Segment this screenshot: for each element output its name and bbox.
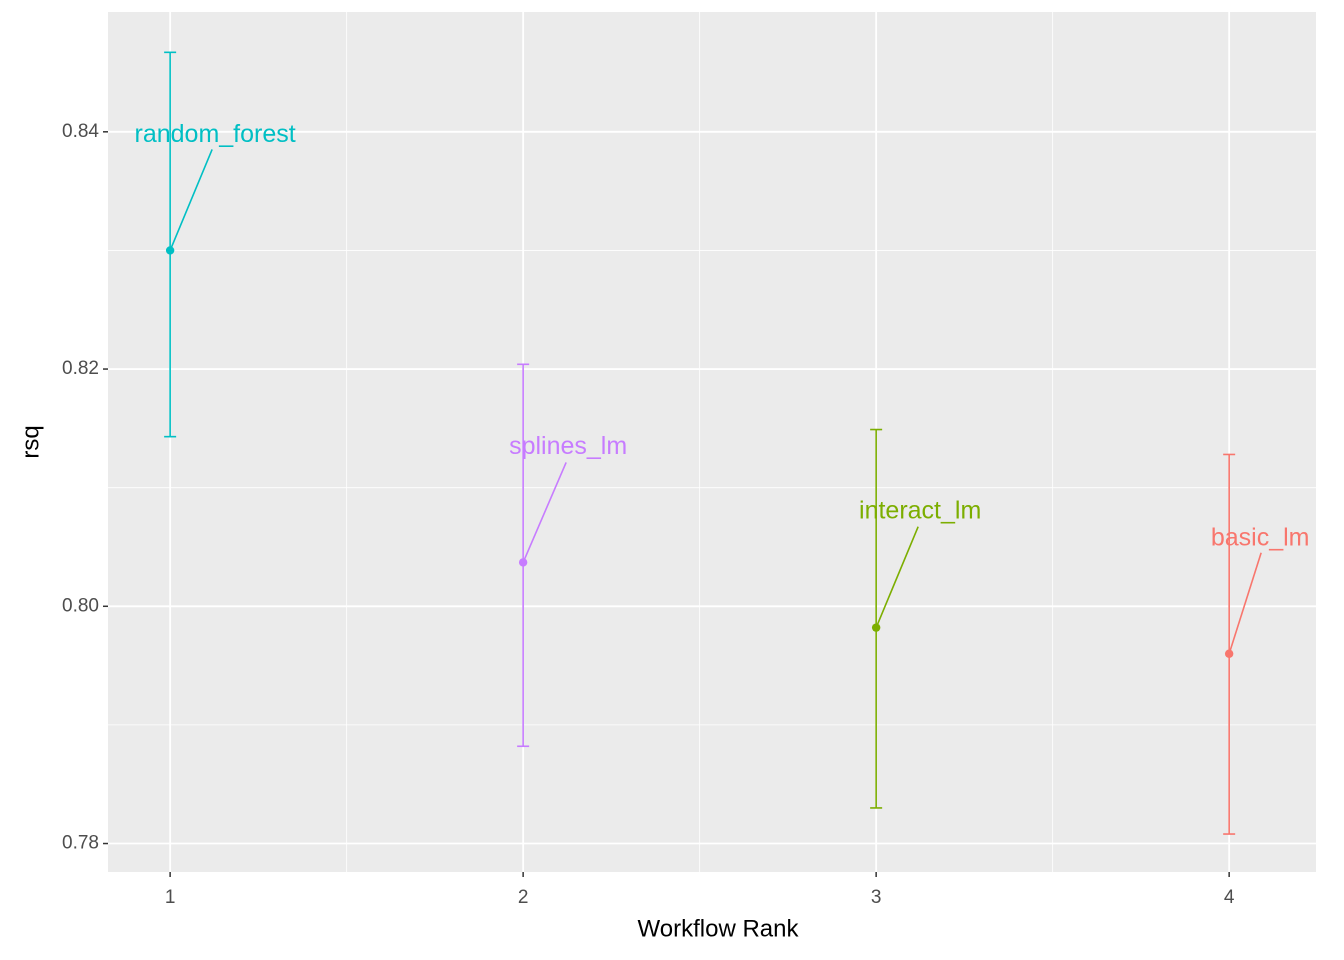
point-label: splines_lm [509,432,627,460]
x-axis-title: Workflow Rank [638,915,800,942]
point-label: interact_lm [859,496,981,524]
y-tick-label: 0.78 [62,833,99,854]
error-bar [164,51,177,438]
x-tick-label: 1 [165,887,176,908]
point-label: basic_lm [1211,523,1310,551]
y-tick-label: 0.84 [62,121,99,142]
error-bar [517,363,530,748]
panel [108,12,1316,872]
x-tick-label: 2 [518,887,529,908]
point [165,246,175,255]
leader-line [1228,552,1262,654]
leader-line [522,462,567,563]
point [1224,649,1234,658]
y-tick-label: 0.80 [62,595,99,616]
y-tick-label: 0.82 [62,358,99,379]
point [871,623,881,632]
point-label: random_forest [135,120,296,148]
y-axis-title: rsq [17,425,44,458]
leader-line [875,526,919,628]
point [518,558,528,567]
leader-line [169,149,213,251]
x-tick-label: 3 [871,887,882,908]
error-bar [870,428,883,809]
error-bar [1223,453,1236,835]
x-tick-label: 4 [1224,887,1235,908]
